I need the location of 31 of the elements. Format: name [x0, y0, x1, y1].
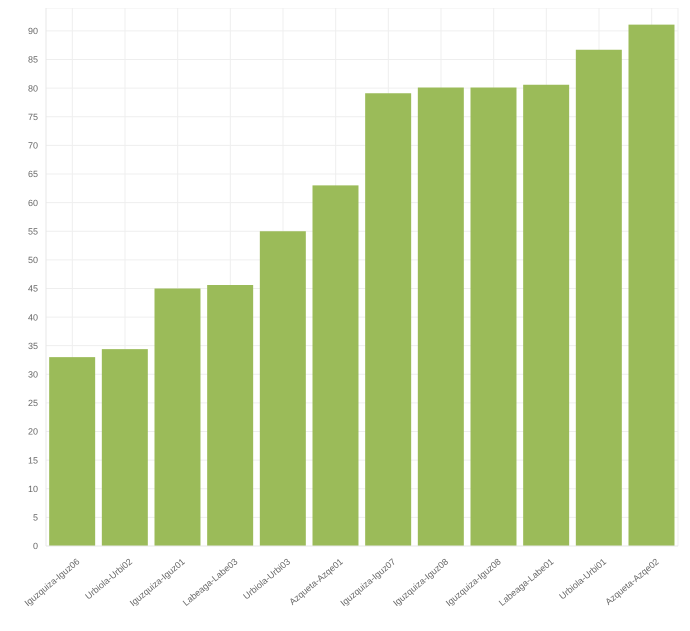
y-tick-label: 75: [28, 112, 38, 122]
y-tick-label: 15: [28, 455, 38, 466]
bar: [207, 285, 254, 546]
y-tick-label: 85: [28, 54, 38, 65]
bar: [418, 88, 464, 546]
y-tick-label: 10: [28, 484, 38, 494]
bar: [154, 288, 200, 546]
y-tick-label: 0: [32, 541, 38, 552]
bar: [260, 231, 306, 546]
y-tick-label: 65: [28, 169, 38, 180]
bar: [102, 349, 148, 546]
y-tick-label: 20: [28, 426, 38, 437]
bar: [365, 93, 412, 546]
bar: [49, 357, 96, 546]
y-tick-label: 55: [28, 226, 38, 236]
bar: [628, 24, 674, 546]
y-tick-label: 35: [28, 340, 38, 351]
y-tick-label: 5: [32, 512, 38, 523]
bar: [576, 50, 622, 546]
y-tick-label: 70: [28, 140, 38, 151]
bar: [312, 185, 358, 546]
y-tick-label: 50: [28, 255, 38, 266]
y-tick-label: 25: [28, 398, 38, 408]
y-tick-label: 80: [28, 83, 38, 94]
y-tick-label: 90: [28, 26, 38, 36]
bar: [523, 84, 570, 546]
y-tick-label: 60: [28, 198, 38, 208]
y-tick-label: 45: [28, 284, 38, 294]
bar: [470, 88, 516, 546]
y-tick-label: 40: [28, 312, 38, 322]
y-tick-label: 30: [28, 369, 38, 380]
